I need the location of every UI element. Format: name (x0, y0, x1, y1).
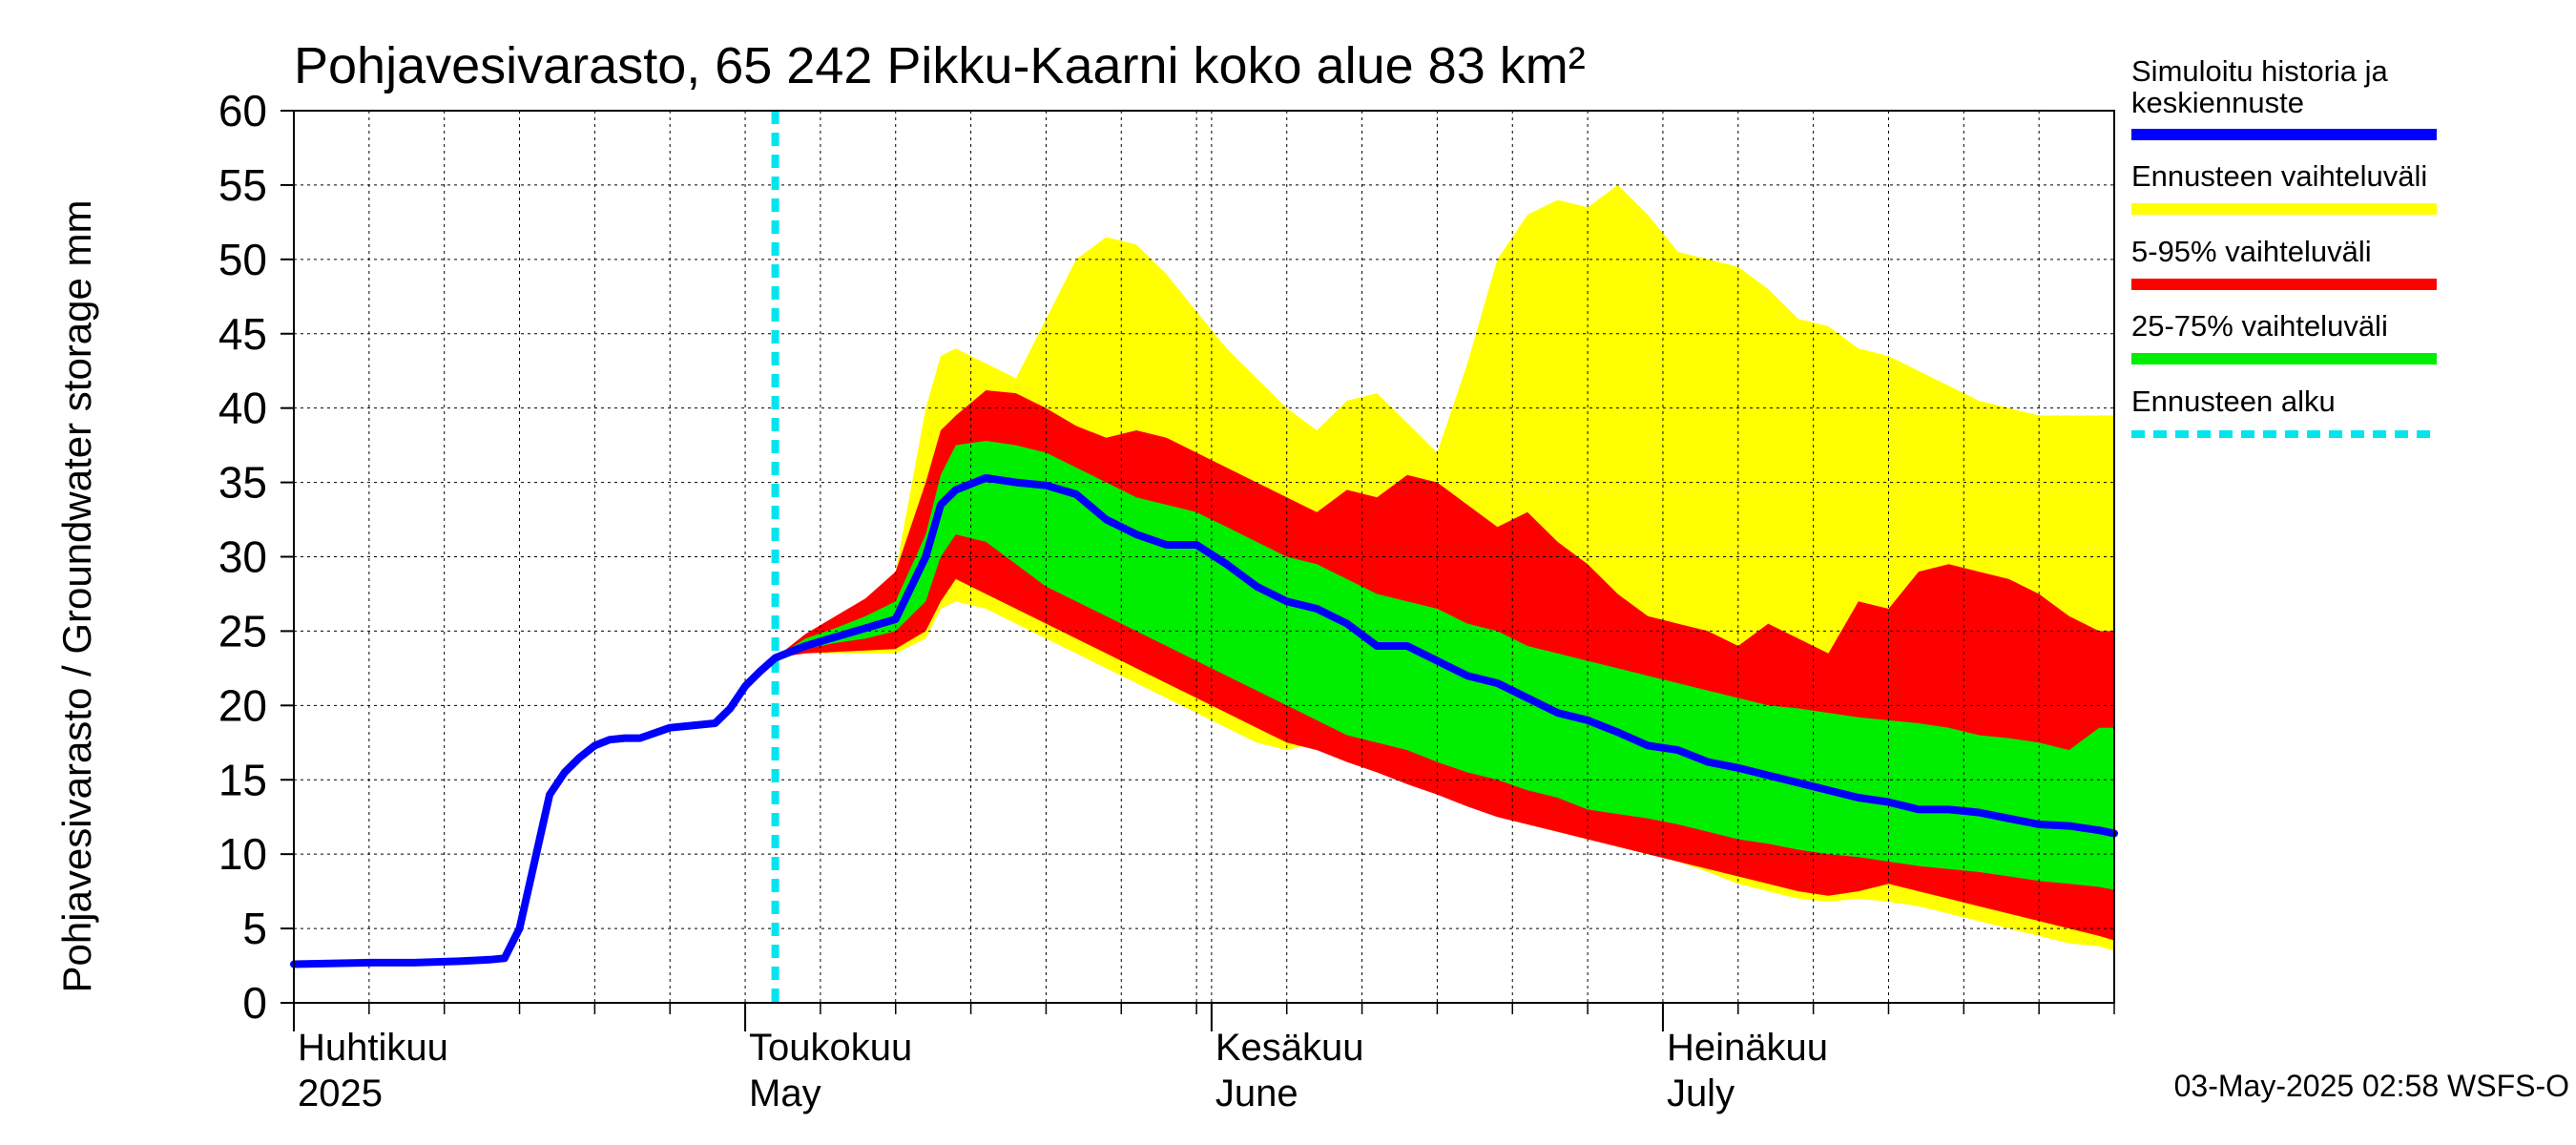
legend-label: Ennusteen vaihteluväli (2131, 159, 2427, 193)
month-label-en: June (1215, 1072, 1298, 1114)
y-tick-label: 15 (218, 755, 267, 804)
y-tick-label: 30 (218, 532, 267, 582)
y-tick-label: 25 (218, 606, 267, 656)
legend-label-cont: keskiennuste (2131, 86, 2304, 119)
y-tick-label: 20 (218, 680, 267, 730)
y-tick-label: 35 (218, 458, 267, 508)
y-tick-label: 60 (218, 86, 267, 135)
legend-label: Ennusteen alku (2131, 385, 2336, 418)
month-label-en: July (1667, 1072, 1735, 1114)
y-axis-label: Pohjavesivarasto / Groundwater storage m… (54, 199, 99, 992)
y-tick-label: 5 (242, 904, 267, 953)
month-label-fi: Kesäkuu (1215, 1027, 1364, 1069)
chart-title: Pohjavesivarasto, 65 242 Pikku-Kaarni ko… (294, 37, 1586, 94)
month-label-fi: Toukokuu (749, 1027, 912, 1069)
y-tick-label: 40 (218, 384, 267, 433)
grid-lines (294, 111, 2114, 1003)
y-tick-label: 0 (242, 978, 267, 1028)
month-label-fi: Huhtikuu (298, 1027, 448, 1069)
median-series (290, 473, 2118, 968)
y-tick-label: 45 (218, 309, 267, 359)
y-axis-ticks: 0 5 10 15 20 25 30 35 40 45 50 55 60 (218, 86, 294, 1028)
y-tick-label: 10 (218, 829, 267, 879)
median-line (290, 473, 2118, 968)
y-tick-label: 55 (218, 160, 267, 210)
legend-label: Simuloitu historia ja (2131, 54, 2389, 88)
footer-timestamp: 03-May-2025 02:58 WSFS-O (2174, 1069, 2569, 1103)
legend-label: 5-95% vaihteluväli (2131, 235, 2372, 268)
month-label-en: May (749, 1072, 821, 1114)
y-tick-label: 50 (218, 235, 267, 284)
legend-label: 25-75% vaihteluväli (2131, 309, 2388, 343)
month-label-en: 2025 (298, 1072, 383, 1114)
month-label-fi: Heinäkuu (1667, 1027, 1828, 1069)
